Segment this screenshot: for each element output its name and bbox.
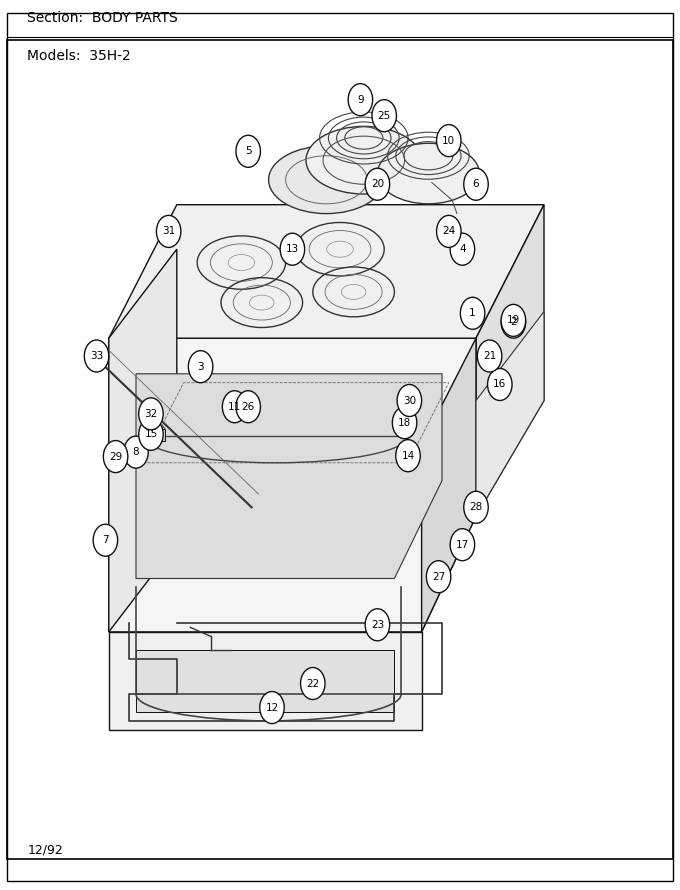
Circle shape (156, 215, 181, 247)
Text: 22: 22 (306, 678, 320, 689)
Circle shape (488, 368, 512, 400)
Circle shape (392, 407, 417, 439)
Text: Models:  35H-2: Models: 35H-2 (27, 49, 131, 63)
Circle shape (139, 418, 163, 450)
Circle shape (301, 668, 325, 700)
Polygon shape (476, 205, 544, 516)
Text: 23: 23 (371, 619, 384, 630)
Text: 26: 26 (241, 401, 255, 412)
Text: 15: 15 (144, 429, 158, 440)
Circle shape (280, 233, 305, 265)
Circle shape (188, 351, 213, 383)
Circle shape (460, 297, 485, 329)
Text: 4: 4 (459, 244, 466, 255)
Text: 6: 6 (473, 179, 479, 190)
Polygon shape (109, 338, 476, 632)
Circle shape (437, 125, 461, 157)
Circle shape (437, 215, 461, 247)
Text: 31: 31 (162, 226, 175, 237)
Text: 25: 25 (377, 110, 391, 121)
Text: 8: 8 (133, 447, 139, 457)
Text: 1: 1 (469, 308, 476, 319)
Ellipse shape (377, 143, 479, 204)
Circle shape (450, 529, 475, 561)
Circle shape (124, 436, 148, 468)
Polygon shape (476, 312, 544, 516)
Text: 11: 11 (228, 401, 241, 412)
Polygon shape (422, 338, 476, 632)
Ellipse shape (306, 126, 422, 194)
Circle shape (236, 135, 260, 167)
Text: 19: 19 (507, 315, 520, 326)
Circle shape (93, 524, 118, 556)
Text: 18: 18 (398, 417, 411, 428)
Polygon shape (136, 374, 442, 578)
Polygon shape (109, 632, 422, 730)
Bar (136, 650, 394, 712)
Circle shape (84, 340, 109, 372)
Circle shape (260, 692, 284, 724)
Circle shape (396, 440, 420, 472)
Circle shape (426, 561, 451, 593)
Text: 16: 16 (493, 379, 507, 390)
Circle shape (501, 304, 526, 336)
Circle shape (501, 306, 526, 338)
Circle shape (348, 84, 373, 116)
Text: 12/92: 12/92 (27, 843, 63, 856)
Circle shape (450, 233, 475, 265)
Text: 27: 27 (432, 571, 445, 582)
Circle shape (477, 340, 502, 372)
Text: 10: 10 (442, 135, 456, 146)
Text: 3: 3 (197, 361, 204, 372)
Text: 20: 20 (371, 179, 384, 190)
Text: Section:  BODY PARTS: Section: BODY PARTS (27, 11, 178, 25)
Text: 29: 29 (109, 451, 122, 462)
Circle shape (139, 398, 163, 430)
Text: 24: 24 (442, 226, 456, 237)
Text: 13: 13 (286, 244, 299, 255)
Text: 14: 14 (401, 450, 415, 461)
Text: 32: 32 (144, 409, 158, 419)
Circle shape (222, 391, 247, 423)
Text: 28: 28 (469, 502, 483, 513)
Text: 9: 9 (357, 94, 364, 105)
Circle shape (464, 168, 488, 200)
Text: 2: 2 (510, 317, 517, 328)
Circle shape (236, 391, 260, 423)
Text: 5: 5 (245, 146, 252, 157)
Polygon shape (109, 249, 177, 632)
Ellipse shape (269, 146, 384, 214)
Circle shape (464, 491, 488, 523)
Ellipse shape (148, 425, 165, 433)
Circle shape (365, 609, 390, 641)
Bar (148, 429, 165, 441)
Text: 21: 21 (483, 351, 496, 361)
Circle shape (397, 384, 422, 417)
Text: 7: 7 (102, 535, 109, 546)
Text: 30: 30 (403, 395, 416, 406)
Polygon shape (109, 205, 544, 338)
Text: 17: 17 (456, 539, 469, 550)
Text: 33: 33 (90, 351, 103, 361)
Circle shape (103, 441, 128, 473)
Text: 12: 12 (265, 702, 279, 713)
Circle shape (365, 168, 390, 200)
Circle shape (372, 100, 396, 132)
